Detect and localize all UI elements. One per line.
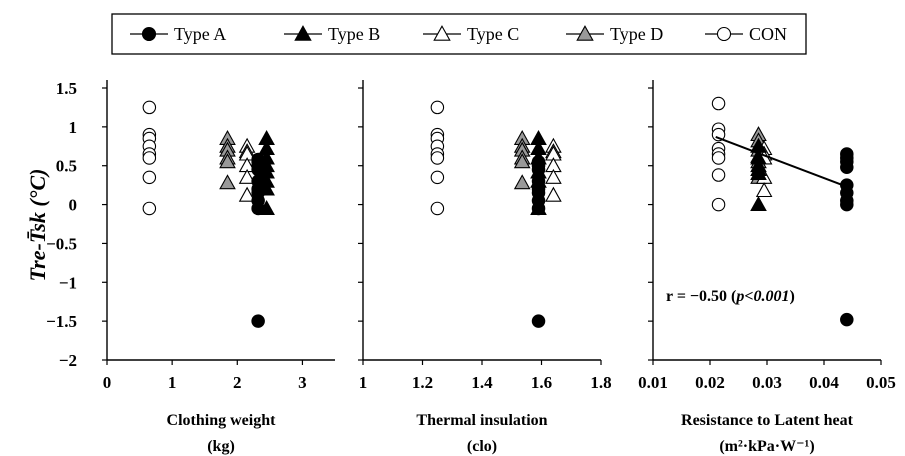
data-point-type-c — [238, 168, 256, 184]
data-point-con — [711, 168, 726, 182]
data-point-type-a — [251, 152, 265, 167]
x-axis-unit: (m²·kPa·W⁻¹) — [719, 438, 814, 455]
series-con — [142, 100, 157, 216]
series-type-b — [750, 137, 767, 212]
legend-label: Type C — [467, 24, 519, 44]
x-axis-label: Thermal insulation — [416, 412, 547, 429]
legend-item-type-a: Type A — [130, 24, 226, 44]
legend-marker-type-c — [433, 25, 451, 41]
data-point-type-a — [840, 151, 854, 165]
panel-resistance-to-latent-heat: 0.01 0.02 0.03 0.04 0.05 Resistance to Latent… — [638, 80, 896, 455]
x-tick-label: 0.03 — [752, 373, 782, 392]
x-tick-label: 0.04 — [809, 373, 839, 392]
data-point-type-a — [531, 162, 546, 177]
data-point-con — [430, 151, 445, 165]
legend-label: CON — [749, 24, 787, 44]
data-point-type-a — [251, 201, 265, 216]
y-tick-label: −1.5 — [46, 312, 77, 331]
x-tick-label: 1 — [168, 373, 177, 392]
data-point-con — [711, 151, 726, 165]
x-tick-label: 0.05 — [866, 373, 896, 392]
x-tick-label: 1.6 — [531, 373, 552, 392]
series-type-a — [531, 155, 546, 328]
data-point-type-a — [251, 314, 265, 328]
x-axis-unit: (clo) — [467, 438, 497, 455]
panel-clothing-weight: 0 1 2 3 Clothing weight (kg) — [102, 80, 335, 455]
legend-label: Type D — [610, 24, 663, 44]
x-tick-label: 0.01 — [638, 373, 668, 392]
data-point-type-a — [531, 314, 546, 328]
legend-item-type-b: Type B — [284, 24, 380, 44]
data-point-type-d — [513, 174, 531, 190]
series-type-a — [840, 147, 854, 327]
legend: Type A Type B Type C Type D CON — [111, 13, 807, 55]
data-point-con — [142, 151, 157, 165]
series-type-c — [545, 137, 562, 202]
data-point-con — [142, 100, 157, 115]
x-tick-label: 2 — [233, 373, 242, 392]
y-axis-label: Tre-T̄sk (°C) — [25, 169, 50, 282]
data-point-type-c — [545, 168, 562, 184]
series-con — [430, 100, 445, 216]
series-type-c — [238, 137, 256, 202]
legend-marker-type-a — [141, 26, 157, 42]
legend-item-type-d: Type D — [566, 24, 663, 44]
regression-line — [715, 136, 848, 188]
legend-marker-type-b — [294, 25, 312, 41]
data-point-type-c — [545, 186, 562, 202]
data-point-type-b — [750, 164, 767, 180]
x-tick-label: 0.02 — [695, 373, 725, 392]
data-point-con — [430, 201, 445, 216]
data-point-type-d — [513, 153, 531, 169]
data-point-con — [430, 170, 445, 185]
y-tick-label: −2 — [59, 351, 77, 370]
correlation-annotation: r = −0.50 (p<0.001) — [666, 288, 795, 305]
x-tick-label: 1 — [359, 373, 368, 392]
x-axis-unit: (kg) — [207, 438, 235, 455]
y-tick-label: −1 — [59, 273, 77, 292]
data-point-type-c — [238, 186, 256, 202]
x-tick-label: 1.4 — [471, 373, 493, 392]
data-point-con — [711, 197, 726, 212]
x-tick-label: 1.2 — [412, 373, 433, 392]
series-type-a — [251, 152, 265, 328]
series-con — [711, 96, 726, 212]
data-point-type-c — [755, 182, 773, 198]
data-point-type-d — [219, 153, 236, 169]
legend-marker-con — [716, 26, 732, 42]
data-point-type-d — [219, 174, 236, 190]
legend-marker-type-d — [576, 25, 594, 41]
y-tick-label: 1 — [69, 118, 78, 137]
series-type-d — [219, 129, 236, 190]
data-point-type-a — [840, 197, 854, 212]
data-point-con — [142, 201, 157, 216]
data-point-con — [142, 170, 157, 185]
x-tick-label: 0 — [103, 373, 112, 392]
x-axis-label: Resistance to Latent heat — [681, 412, 854, 429]
x-tick-label: 3 — [298, 373, 307, 392]
data-point-con — [430, 100, 445, 115]
y-tick-label: 0.5 — [56, 157, 77, 176]
data-point-type-a — [531, 201, 546, 216]
y-tick-label: 1.5 — [56, 79, 77, 98]
legend-item-con: CON — [705, 24, 787, 44]
y-tick-label: −0.5 — [46, 234, 77, 253]
data-point-type-a — [251, 174, 265, 189]
x-tick-label: 1.8 — [590, 373, 611, 392]
panel-thermal-insulation: 1 1.2 1.4 1.6 1.8 Thermal insulation (clo) — [358, 80, 612, 455]
legend-label: Type B — [328, 24, 380, 44]
data-point-type-b — [750, 196, 767, 212]
legend-item-type-c: Type C — [423, 24, 519, 44]
legend-label: Type A — [174, 24, 226, 44]
data-point-con — [711, 96, 726, 111]
series-type-d — [513, 129, 531, 190]
data-point-type-a — [840, 312, 854, 327]
y-tick-label: 0 — [69, 196, 78, 215]
x-axis-label: Clothing weight — [167, 412, 277, 429]
